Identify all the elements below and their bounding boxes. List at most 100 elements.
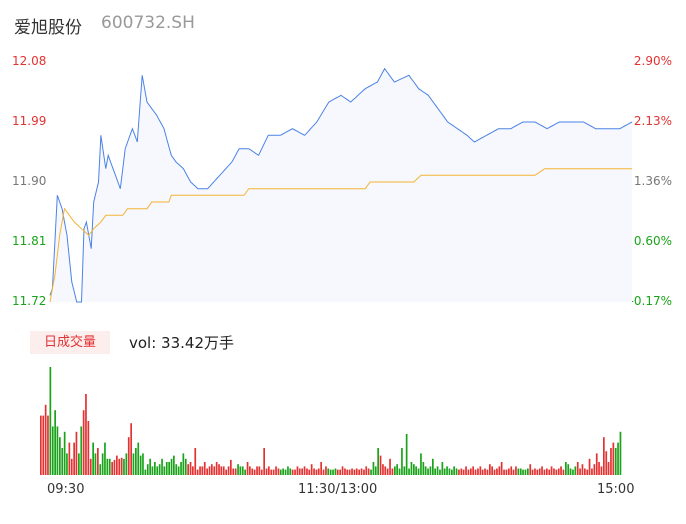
volume-bar <box>175 464 178 475</box>
volume-bar <box>579 468 581 475</box>
volume-bar <box>581 464 584 475</box>
volume-bar <box>137 442 140 475</box>
volume-bar <box>474 469 477 475</box>
volume-bar <box>99 464 102 475</box>
volume-bar <box>427 468 429 475</box>
volume-tab[interactable]: 日成交量 <box>30 331 110 354</box>
y-right-tick-3: 1.36% <box>633 174 672 188</box>
volume-bar <box>123 458 125 475</box>
volume-bar <box>432 458 434 475</box>
volume-bar <box>101 453 104 475</box>
volume-bar <box>75 431 78 475</box>
x-tick-close: 15:00 <box>597 482 635 497</box>
volume-bar <box>413 464 415 475</box>
volume-bar <box>303 466 306 475</box>
x-tick-open: 09:30 <box>47 482 85 497</box>
volume-bar <box>394 466 396 475</box>
volume-bar <box>491 466 493 475</box>
volume-bar <box>565 462 567 475</box>
volume-bar <box>220 466 223 475</box>
volume-bar <box>351 468 353 475</box>
volume-bar <box>156 466 159 475</box>
volume-bar <box>553 468 555 475</box>
volume-bar <box>120 457 123 475</box>
volume-bar <box>584 468 586 475</box>
volume-bar <box>272 469 275 475</box>
volume-bar <box>135 448 137 475</box>
volume-bar <box>284 469 287 475</box>
volume-bar <box>322 469 325 475</box>
volume-bar <box>215 462 218 475</box>
volume-bar <box>125 453 128 475</box>
volume-bar <box>374 466 377 475</box>
volume-bar <box>531 469 534 475</box>
volume-bar <box>263 448 265 475</box>
volume-readout: vol: 33.42万手 <box>129 334 234 352</box>
volume-bar <box>341 466 344 475</box>
volume-bar <box>422 462 425 475</box>
volume-bar <box>42 415 45 475</box>
volume-bar <box>306 468 308 475</box>
volume-bar <box>465 466 467 475</box>
volume-bar <box>151 466 154 475</box>
volume-bar <box>182 453 185 475</box>
volume-bar <box>436 466 439 475</box>
volume-bar <box>108 458 111 475</box>
volume-bar <box>500 462 503 475</box>
volume-bar <box>372 462 375 475</box>
volume-bar <box>258 466 261 475</box>
volume-bar <box>187 464 189 475</box>
volume-bar <box>165 462 168 475</box>
y-right-tick-2: 2.13% <box>633 114 672 128</box>
volume-bar <box>481 469 484 475</box>
volume-bar <box>619 431 622 475</box>
volume-bar <box>586 469 589 475</box>
volume-bar <box>541 466 543 475</box>
volume-bar <box>144 469 147 475</box>
y-right-tick-1: 2.90% <box>633 54 672 68</box>
volume-bar <box>605 451 608 475</box>
volume-bar <box>78 453 80 475</box>
volume-bar <box>301 468 303 475</box>
volume-bar <box>448 468 451 475</box>
volume-bar <box>199 466 201 475</box>
volume-bar <box>396 464 398 475</box>
volume-bar <box>63 431 66 475</box>
y-left-tick-5: 11.72 <box>12 294 47 308</box>
volume-bar <box>225 469 227 475</box>
volume-bar <box>348 469 351 475</box>
volume-bar <box>377 448 379 475</box>
volume-bar <box>310 464 313 475</box>
volume-bar <box>420 453 422 475</box>
volume-bar <box>97 448 99 475</box>
volume-bar <box>365 466 368 475</box>
volume-bar <box>515 466 517 475</box>
volume-bar <box>593 464 596 475</box>
volume-bar <box>251 468 254 475</box>
volume-bar <box>529 464 532 475</box>
volume-bar <box>462 469 465 475</box>
volume-bar <box>607 462 610 475</box>
stock-code: 600732.SH <box>101 13 195 33</box>
volume-bar <box>320 462 322 475</box>
volume-bar <box>130 423 132 475</box>
volume-bar <box>73 442 75 475</box>
volume-bar <box>557 468 560 475</box>
volume-bar <box>56 426 59 475</box>
volume-bar <box>446 466 448 475</box>
volume-bar <box>51 426 54 475</box>
volume-bar <box>434 468 436 475</box>
volume-bar <box>142 453 144 475</box>
volume-bar <box>334 468 337 475</box>
volume-bar <box>315 469 318 475</box>
volume-bar <box>612 442 615 475</box>
volume-bar <box>87 421 90 475</box>
volume-bar <box>382 464 384 475</box>
volume-bar <box>106 458 109 475</box>
volume-bar <box>289 468 292 475</box>
volume-bar <box>453 466 455 475</box>
volume-bar <box>527 468 529 475</box>
volume-bar <box>460 468 463 475</box>
volume-bar <box>268 466 270 475</box>
volume-bar <box>562 469 565 475</box>
